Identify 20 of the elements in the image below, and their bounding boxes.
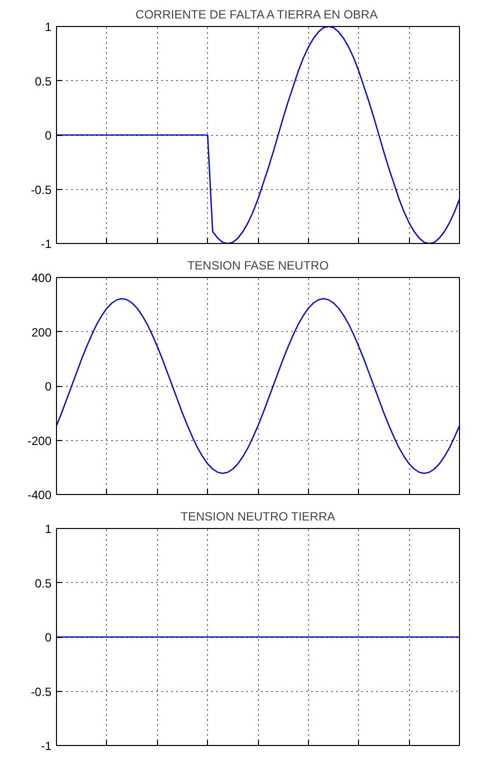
y-tick-label: 0.5 — [34, 576, 52, 590]
y-tick-label: 0 — [44, 630, 52, 644]
y-tick-label: 1 — [44, 20, 52, 34]
line-series — [56, 298, 460, 474]
chart-title: CORRIENTE DE FALTA A TIERRA EN OBRA — [136, 8, 378, 22]
y-tick-label: -0.5 — [30, 182, 52, 197]
chart-title: TENSION NEUTRO TIERRA — [180, 510, 336, 524]
y-tick-label: -0.5 — [30, 684, 52, 699]
chart-title: TENSION FASE NEUTRO — [187, 258, 329, 272]
y-tick-label: -1 — [40, 739, 52, 753]
line-series — [56, 26, 460, 244]
y-tick-label: 0 — [44, 380, 52, 394]
y-tick-label: -400 — [27, 488, 52, 502]
y-tick-label: -200 — [27, 434, 52, 448]
y-tick-label: 200 — [31, 325, 52, 340]
y-tick-label: -1 — [40, 237, 52, 251]
y-tick-label: 0 — [44, 128, 52, 142]
y-tick-label: 0.5 — [34, 74, 52, 88]
y-tick-label: 1 — [44, 522, 52, 536]
y-tick-label: 400 — [31, 271, 52, 285]
